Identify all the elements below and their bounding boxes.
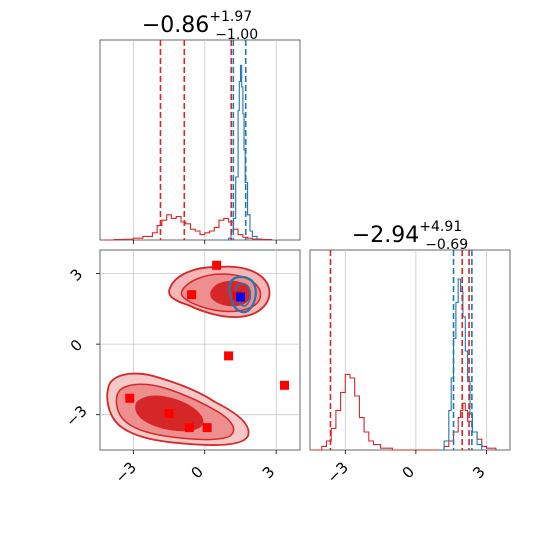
top-quantile-lines	[159, 40, 247, 240]
joint-x-tick-label-0: −3	[112, 458, 140, 486]
right-title-value: −2.94	[352, 223, 419, 248]
joint-scatter-panel: −3 0 3 3 0 −3	[62, 249, 301, 487]
red-point-6	[164, 409, 174, 419]
marginal-histogram-x: −0.86+1.97 −1.00	[99, 9, 301, 244]
red-point-7	[184, 423, 194, 433]
top-panel-frame	[99, 39, 301, 241]
top-hist-series-0	[104, 214, 272, 241]
joint-x-ticks: −3 0 3	[112, 450, 278, 487]
right-quantile-lines	[329, 250, 473, 450]
right-title-sup: +4.91	[419, 219, 462, 235]
joint-y-ticks: 3 0 −3	[62, 265, 100, 430]
right-hist-series-0	[312, 373, 497, 451]
right-panel-frame	[309, 249, 511, 451]
blue-point-0	[235, 292, 245, 302]
joint-x-tick-label-2: 3	[259, 463, 278, 482]
right-title-sub: −0.69	[425, 237, 468, 253]
red-point-3	[224, 351, 234, 361]
right-title: −2.94+4.91 −0.69	[352, 219, 468, 253]
joint-y-tick-label-2: −3	[62, 402, 90, 430]
blue-density	[228, 275, 257, 314]
red-point-1	[187, 290, 197, 300]
red-point-8	[202, 423, 212, 433]
joint-density-blobs	[106, 265, 271, 446]
right-x-tick-label-2: 3	[469, 463, 488, 482]
right-histograms	[312, 278, 497, 451]
joint-x-tick-label-1: 0	[187, 463, 206, 482]
right-x-tick-label-0: −3	[324, 458, 352, 486]
joint-y-tick-label-0: 3	[67, 265, 86, 284]
right-grid	[344, 250, 487, 450]
top-x-ticks	[132, 240, 277, 244]
right-x-tick-label-1: 0	[399, 463, 418, 482]
red-point-5	[280, 380, 290, 390]
joint-points	[125, 260, 290, 433]
right-x-ticks: −3 0 3	[324, 450, 489, 487]
joint-y-tick-label-1: 0	[67, 336, 86, 355]
top-grid	[132, 40, 277, 240]
red-point-0	[212, 260, 222, 270]
top-title-sup: +1.97	[209, 9, 252, 25]
top-title: −0.86+1.97 −1.00	[142, 9, 258, 43]
marginal-histogram-y: −3 0 3 −2.94+4.91 −0.69	[309, 219, 511, 487]
top-title-sub: −1.00	[215, 27, 258, 43]
top-title-value: −0.86	[142, 13, 209, 38]
red-point-4	[125, 393, 135, 403]
right-hist-series-1	[439, 278, 483, 451]
